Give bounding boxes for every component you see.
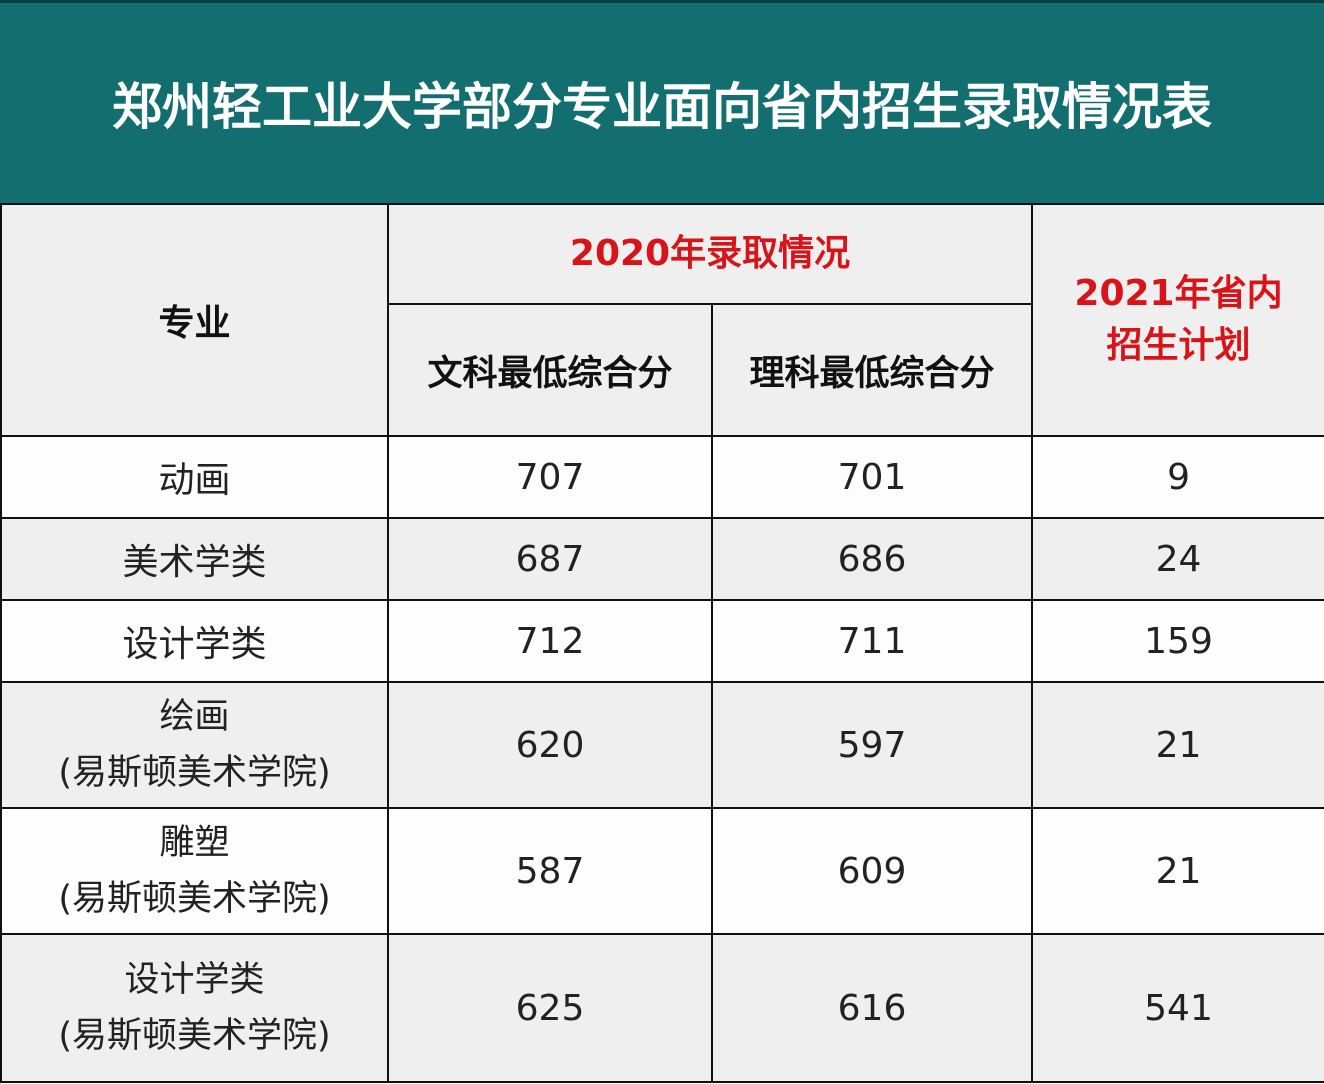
major-cell: 设计学类 (易斯顿美术学院) xyxy=(0,933,389,1083)
header-2021-line1: 2021年省内 xyxy=(1074,272,1283,314)
major-college: (易斯顿美术学院) xyxy=(58,879,331,919)
major-cell: 设计学类 xyxy=(0,599,389,683)
wenke-cell: 625 xyxy=(387,933,713,1083)
plan-cell: 159 xyxy=(1031,599,1324,683)
table-row: 美术学类 687 686 24 xyxy=(0,517,1324,601)
plan-cell: 9 xyxy=(1031,435,1324,519)
major-cell: 雕塑 (易斯顿美术学院) xyxy=(0,807,389,935)
wenke-cell: 587 xyxy=(387,807,713,935)
header-like: 理科最低综合分 xyxy=(710,303,1034,437)
header-wenke: 文科最低综合分 xyxy=(387,303,713,437)
table-row: 设计学类 (易斯顿美术学院) 625 616 541 xyxy=(0,933,1324,1083)
like-cell: 686 xyxy=(710,517,1034,601)
major-name: 设计学类 xyxy=(124,960,265,1000)
major-name: 绘画 xyxy=(159,697,230,737)
plan-cell: 24 xyxy=(1031,517,1324,601)
header-row-1: 专业 2020年录取情况 2021年省内 招生计划 xyxy=(0,203,1324,437)
title-bar: 郑州轻工业大学部分专业面向省内招生录取情况表 xyxy=(0,0,1324,203)
header-2020: 2020年录取情况 xyxy=(386,203,1034,305)
wenke-cell: 712 xyxy=(387,599,713,683)
major-cell: 动画 xyxy=(0,435,389,519)
like-cell: 597 xyxy=(710,681,1034,809)
header-2021-line2: 招生计划 xyxy=(1106,325,1251,366)
admission-table: 专业 2020年录取情况 2021年省内 招生计划 文科最低综合分 理科最低综合… xyxy=(0,203,1324,1083)
major-college: (易斯顿美术学院) xyxy=(58,753,331,793)
wenke-cell: 687 xyxy=(387,517,713,601)
major-cell: 绘画 (易斯顿美术学院) xyxy=(0,681,389,809)
plan-cell: 21 xyxy=(1031,681,1324,809)
major-college: (易斯顿美术学院) xyxy=(58,1016,331,1056)
table-row: 设计学类 712 711 159 xyxy=(0,599,1324,683)
header-row-2: 文科最低综合分 理科最低综合分 xyxy=(1,303,1324,437)
major-cell: 美术学类 xyxy=(0,517,389,601)
like-cell: 616 xyxy=(710,933,1034,1083)
major-name: 雕塑 xyxy=(159,823,230,863)
table-row: 动画 707 701 9 xyxy=(0,435,1324,519)
header-major: 专业 xyxy=(0,203,389,437)
table-row: 雕塑 (易斯顿美术学院) 587 609 21 xyxy=(0,807,1324,935)
header-2021-plan: 2021年省内 招生计划 xyxy=(1031,203,1324,437)
table-row: 绘画 (易斯顿美术学院) 620 597 21 xyxy=(0,681,1324,809)
like-cell: 711 xyxy=(710,599,1034,683)
plan-cell: 541 xyxy=(1031,933,1324,1083)
plan-cell: 21 xyxy=(1031,807,1324,935)
like-cell: 609 xyxy=(710,807,1034,935)
wenke-cell: 620 xyxy=(387,681,713,809)
like-cell: 701 xyxy=(710,435,1034,519)
wenke-cell: 707 xyxy=(387,435,713,519)
page-title: 郑州轻工业大学部分专业面向省内招生录取情况表 xyxy=(112,78,1212,136)
